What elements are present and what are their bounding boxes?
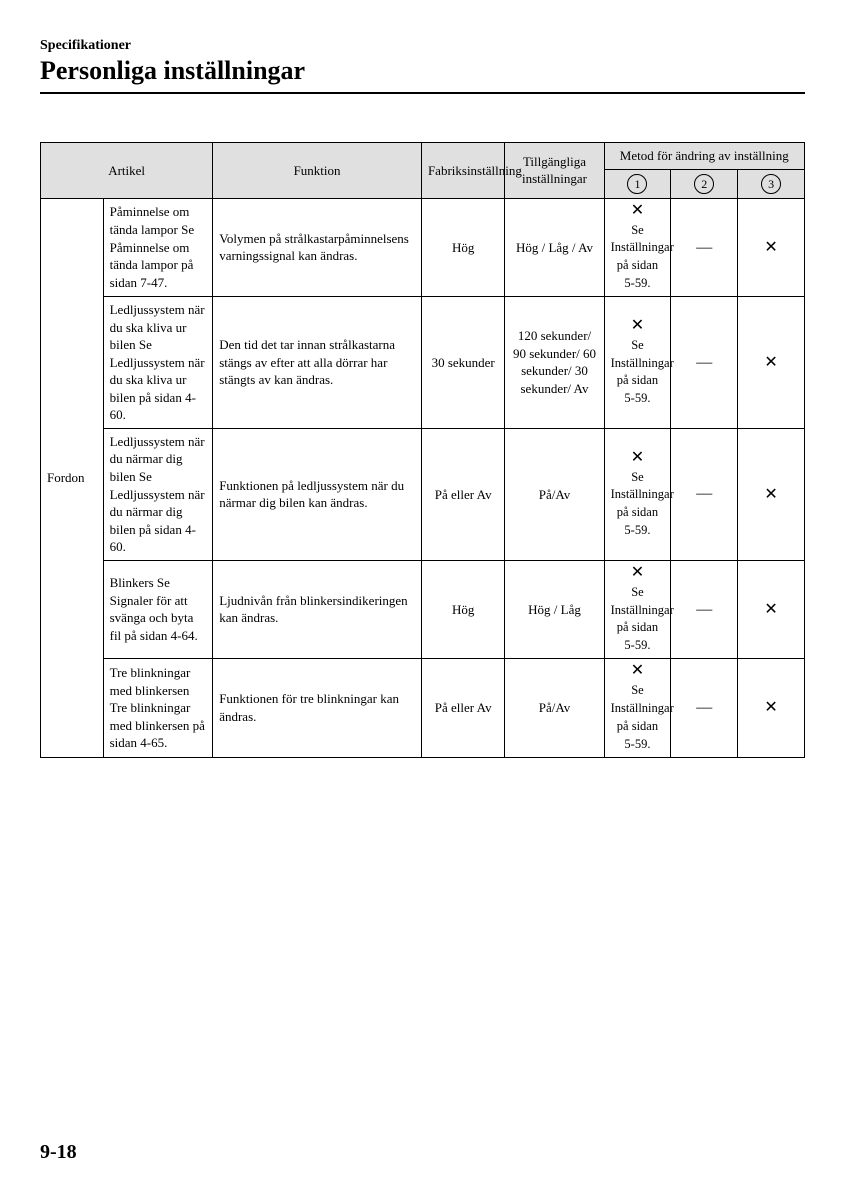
th-artikel: Artikel [41,143,213,199]
artikel-cell: Tre blinkningar med blinkersen Tre blink… [103,659,213,758]
x-icon: ✕ [764,486,777,503]
tillg-cell: Hög / Låg / Av [505,198,604,297]
page: Specifikationer Personliga inställningar… [0,0,845,1200]
circled-1-icon: 1 [627,174,647,194]
method-text: Se Inställningar på sidan 5-59. [611,223,674,291]
x-icon: ✕ [611,663,665,679]
funktion-cell: Funktionen för tre blinkningar kan ändra… [213,659,422,758]
x-icon: ✕ [611,565,665,581]
artikel-cell: Påminnelse om tända lampor Se Påminnelse… [103,198,213,297]
m2-cell: — [671,198,738,297]
group-cell: Fordon [41,198,104,757]
th-fabrik: Fabriksinställning [421,143,504,199]
dash-icon: — [696,699,712,716]
m2-cell: — [671,659,738,758]
circled-2-icon: 2 [694,174,714,194]
table-row: Blinkers Se Signaler för att svänga och … [41,560,805,659]
fabrik-cell: På eller Av [421,428,504,560]
m3-cell: ✕ [738,428,805,560]
m2-cell: — [671,560,738,659]
spec-table: Artikel Funktion Fabriksinställning Till… [40,142,805,758]
fabrik-cell: 30 sekunder [421,297,504,429]
page-title: Personliga inställningar [40,56,805,86]
method-text: Se Inställningar på sidan 5-59. [611,683,674,751]
funktion-cell: Den tid det tar innan strålkastarna stän… [213,297,422,429]
title-rule [40,92,805,94]
x-icon: ✕ [764,239,777,256]
method-text: Se Inställningar på sidan 5-59. [611,470,674,538]
fabrik-cell: På eller Av [421,659,504,758]
funktion-cell: Ljudnivån från blinkersindikeringen kan … [213,560,422,659]
dash-icon: — [696,485,712,502]
artikel-cell: Blinkers Se Signaler för att svänga och … [103,560,213,659]
funktion-cell: Funktionen på ledljussystem när du närma… [213,428,422,560]
x-icon: ✕ [611,203,665,219]
th-m3: 3 [738,169,805,198]
m3-cell: ✕ [738,198,805,297]
section-label: Specifikationer [40,38,805,54]
tillg-cell: Hög / Låg [505,560,604,659]
m2-cell: — [671,297,738,429]
fabrik-cell: Hög [421,560,504,659]
x-icon: ✕ [764,601,777,618]
m3-cell: ✕ [738,560,805,659]
tillg-cell: 120 sekunder/ 90 sekunder/ 60 sekunder/ … [505,297,604,429]
tillg-cell: På/Av [505,428,604,560]
table-row: Ledljussystem när du ska kliva ur bilen … [41,297,805,429]
x-icon: ✕ [764,699,777,716]
page-number: 9-18 [40,1141,77,1164]
dash-icon: — [696,601,712,618]
m1-cell: ✕ Se Inställningar på sidan 5-59. [604,428,671,560]
method-text: Se Inställningar på sidan 5-59. [611,338,674,406]
m2-cell: — [671,428,738,560]
table-row: Fordon Påminnelse om tända lampor Se Påm… [41,198,805,297]
table-row: Tre blinkningar med blinkersen Tre blink… [41,659,805,758]
m1-cell: ✕ Se Inställningar på sidan 5-59. [604,659,671,758]
table-head: Artikel Funktion Fabriksinställning Till… [41,143,805,199]
fabrik-cell: Hög [421,198,504,297]
method-text: Se Inställningar på sidan 5-59. [611,585,674,653]
th-m2: 2 [671,169,738,198]
m3-cell: ✕ [738,297,805,429]
x-icon: ✕ [764,354,777,371]
circled-3-icon: 3 [761,174,781,194]
th-metod-group: Metod för ändring av inställning [604,143,804,170]
m1-cell: ✕ Se Inställningar på sidan 5-59. [604,297,671,429]
x-icon: ✕ [611,318,665,334]
m1-cell: ✕ Se Inställningar på sidan 5-59. [604,560,671,659]
artikel-cell: Ledljussystem när du ska kliva ur bilen … [103,297,213,429]
artikel-cell: Ledljussystem när du närmar dig bilen Se… [103,428,213,560]
dash-icon: — [696,354,712,371]
dash-icon: — [696,239,712,256]
x-icon: ✕ [611,450,665,466]
table-row: Ledljussystem när du närmar dig bilen Se… [41,428,805,560]
funktion-cell: Volymen på strålkastarpåminnelsens varni… [213,198,422,297]
th-m1: 1 [604,169,671,198]
m3-cell: ✕ [738,659,805,758]
m1-cell: ✕ Se Inställningar på sidan 5-59. [604,198,671,297]
tillg-cell: På/Av [505,659,604,758]
table-body: Fordon Påminnelse om tända lampor Se Påm… [41,198,805,757]
th-funktion: Funktion [213,143,422,199]
